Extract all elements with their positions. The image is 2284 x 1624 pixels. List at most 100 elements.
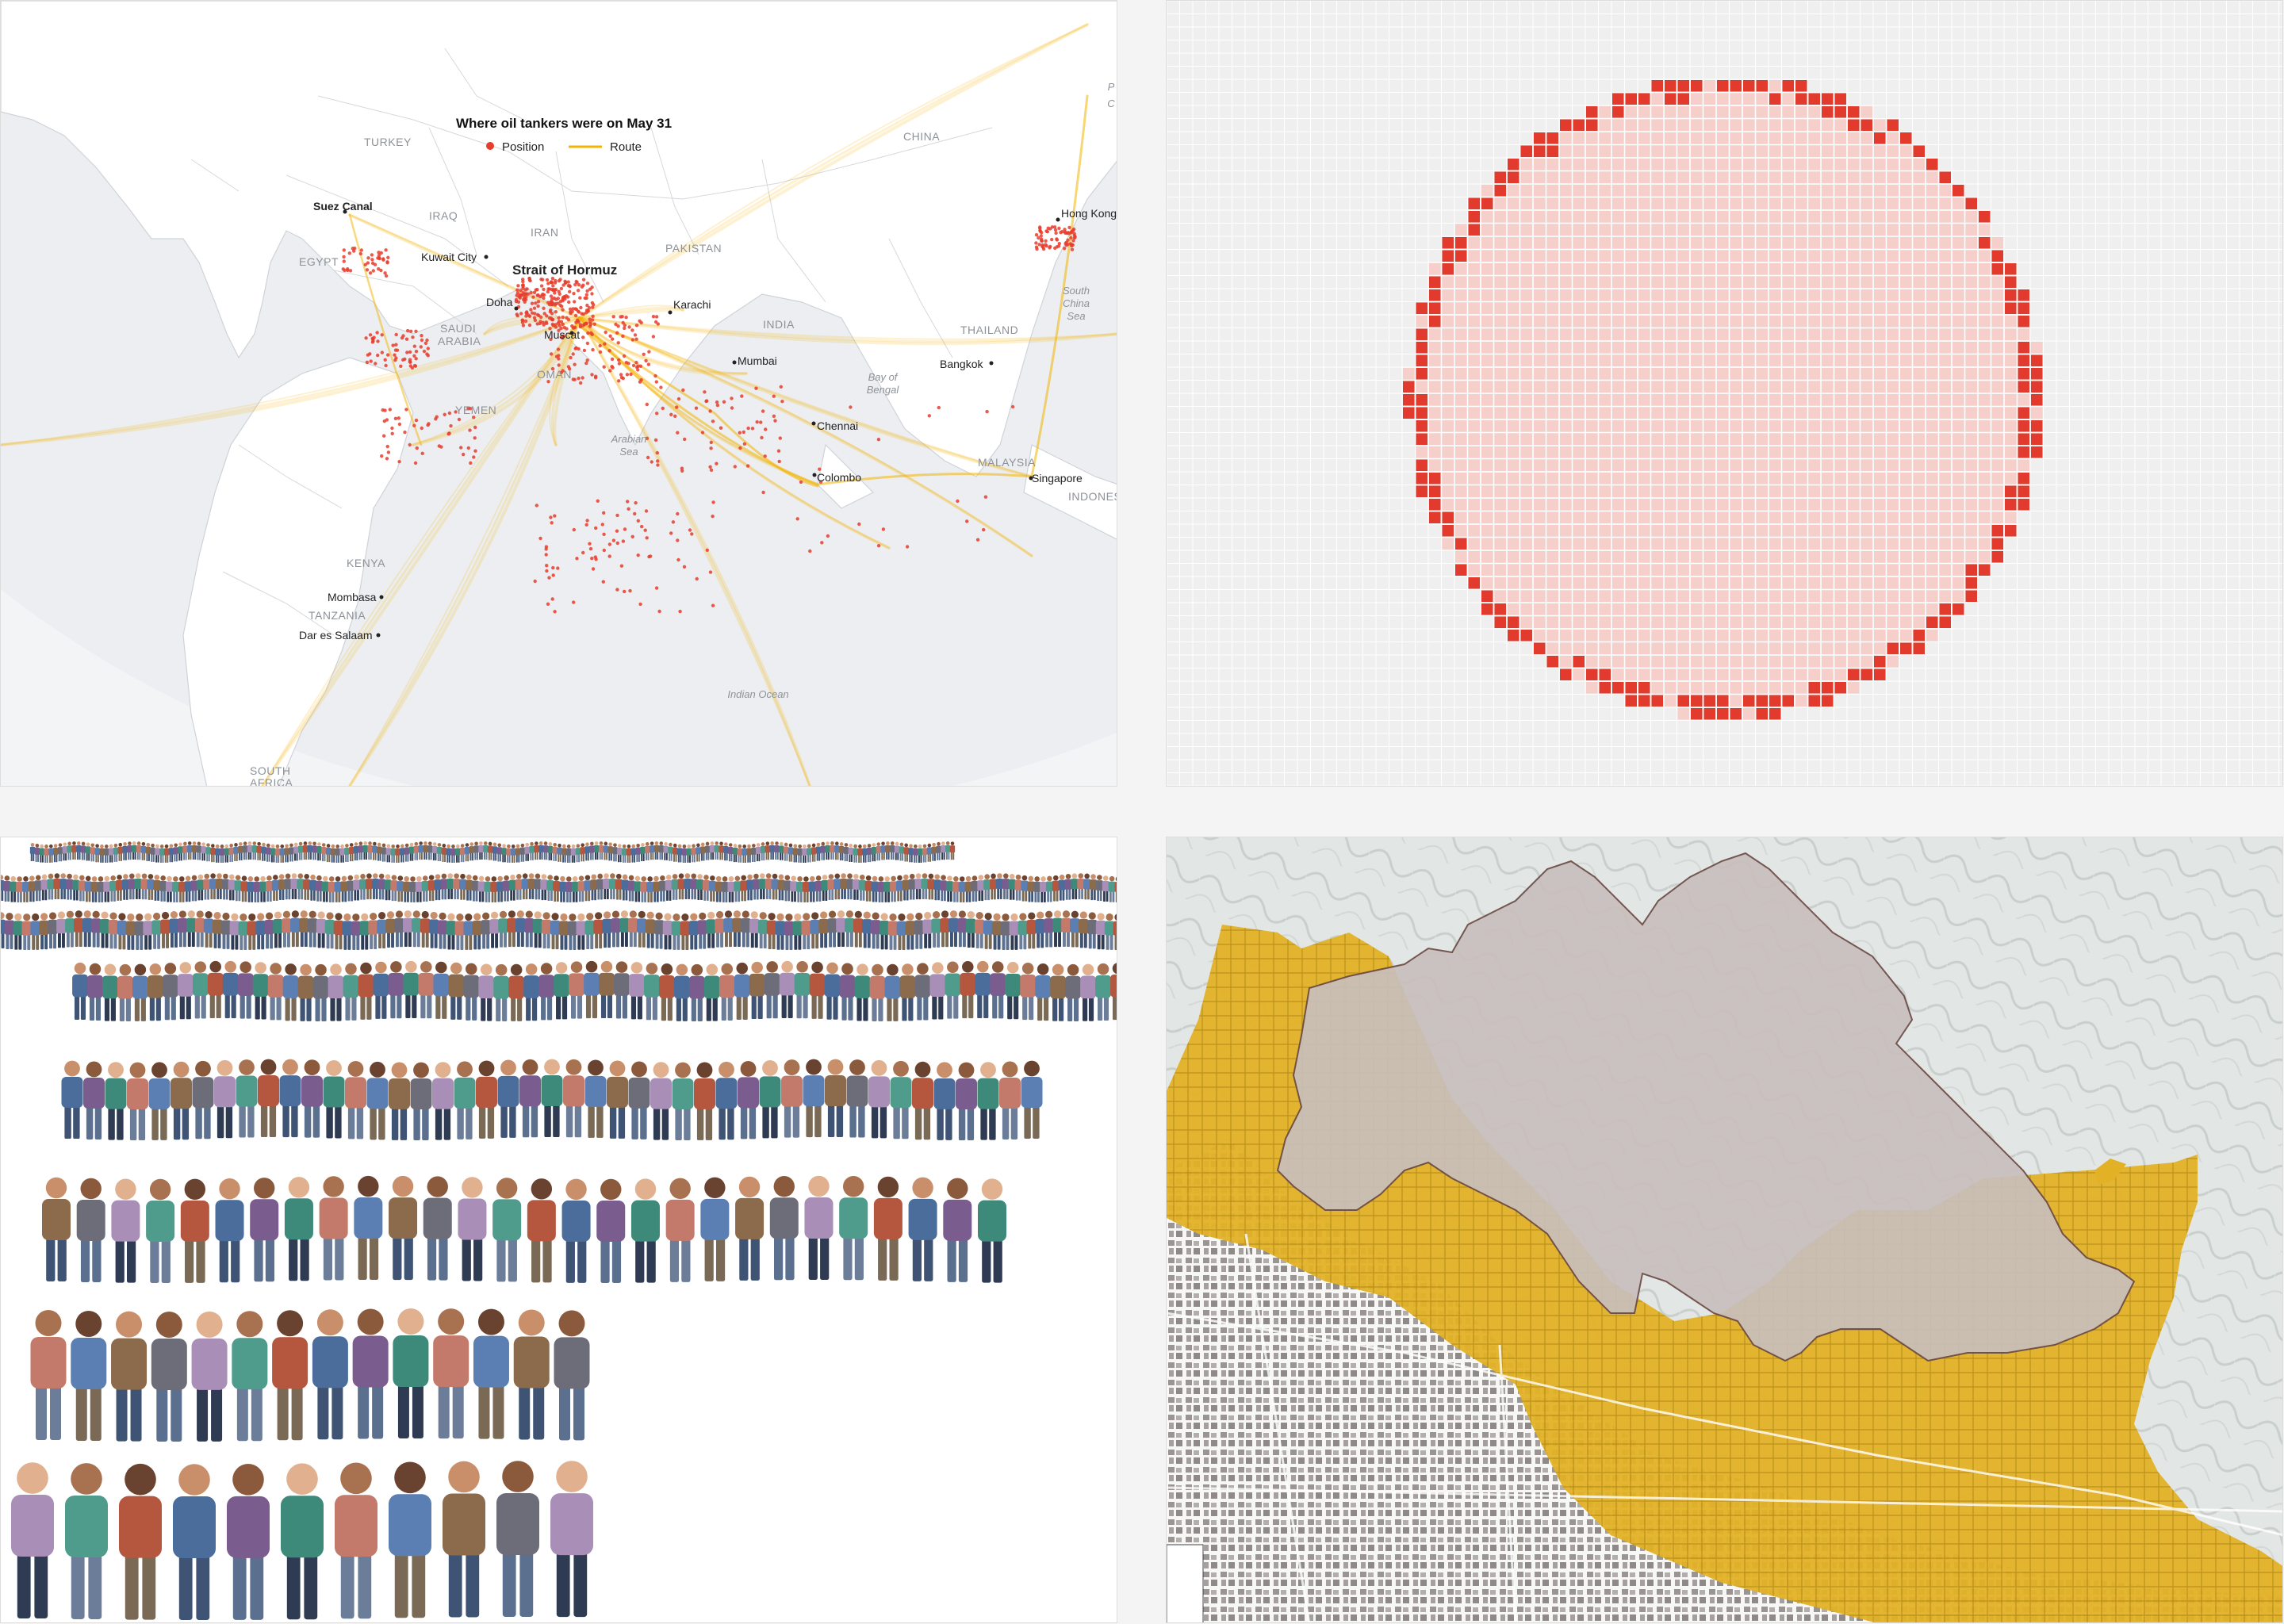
grid-cell — [1874, 276, 1886, 288]
grid-cell — [1494, 590, 1506, 602]
tanker-position-dot — [368, 271, 373, 275]
grid-cell — [1953, 368, 1964, 380]
grid-cell — [1808, 577, 1820, 589]
tanker-position-dot — [742, 430, 745, 435]
person-figure — [949, 841, 956, 860]
grid-cell — [1625, 211, 1637, 223]
grid-cell — [1534, 145, 1546, 157]
person-figure — [469, 842, 474, 861]
person-figure — [267, 963, 284, 1021]
tanker-position-dot — [422, 349, 427, 354]
grid-cell — [1534, 132, 1546, 144]
grid-cell — [1599, 525, 1611, 537]
grid-cell — [1979, 237, 1991, 249]
grid-cell — [1808, 302, 1820, 314]
tanker-position-dot — [621, 320, 625, 325]
tanker-position-dot — [598, 343, 602, 348]
city-dot — [376, 633, 381, 638]
tanker-position-dot — [750, 427, 755, 431]
grid-cell — [1691, 106, 1703, 118]
grid-cell — [1442, 485, 1454, 497]
person-figure — [1102, 875, 1109, 902]
grid-cell — [1677, 119, 1689, 131]
grid-cell — [1848, 132, 1860, 144]
tanker-position-dot — [1057, 242, 1062, 246]
person-figure — [82, 910, 93, 948]
grid-cell — [1651, 630, 1663, 642]
person-figure — [1044, 910, 1054, 948]
tanker-position-dot — [1037, 243, 1041, 247]
person-figure — [538, 963, 555, 1021]
person-figure — [250, 1178, 279, 1282]
grid-cell — [1534, 642, 1546, 654]
grid-cell — [1481, 342, 1493, 354]
person-figure — [538, 841, 544, 860]
grid-cell — [1691, 577, 1703, 589]
person-figure — [506, 844, 512, 863]
grid-cell — [1730, 342, 1742, 354]
grid-cell — [1808, 224, 1820, 236]
grid-cell — [1703, 197, 1715, 209]
city-label: Doha — [486, 296, 513, 308]
grid-cell — [1546, 381, 1558, 393]
grid-cell — [2018, 328, 2029, 340]
grid-cell — [1534, 263, 1546, 275]
grid-cell — [1665, 511, 1677, 523]
person-figure — [715, 1061, 738, 1140]
grid-cell — [1494, 564, 1506, 576]
grid-cell — [1834, 197, 1846, 209]
person-figure — [85, 842, 91, 861]
person-figure — [839, 1176, 868, 1281]
grid-cell — [1638, 263, 1650, 275]
grid-cell — [1520, 263, 1532, 275]
grid-cell — [1756, 394, 1768, 406]
route-line — [579, 304, 684, 319]
grid-cell — [1691, 668, 1703, 680]
person-figure — [834, 841, 840, 860]
tanker-position-dot — [588, 317, 592, 321]
person-figure — [594, 841, 600, 860]
grid-cell — [1795, 551, 1807, 563]
grid-cell — [1586, 159, 1598, 170]
grid-cell — [1743, 211, 1755, 223]
person-figure — [869, 963, 886, 1021]
grid-cell — [1795, 682, 1807, 694]
grid-cell — [1455, 328, 1467, 340]
grid-cell — [1795, 381, 1807, 393]
grid-cell — [1900, 171, 1912, 183]
grid-cell — [1455, 276, 1467, 288]
person-figure — [432, 1062, 454, 1140]
grid-cell — [1822, 185, 1834, 197]
tanker-position-dot — [644, 358, 648, 363]
tanker-position-dot — [473, 449, 477, 453]
grid-cell — [1965, 551, 1977, 563]
tanker-position-dot — [608, 369, 612, 373]
tanker-position-dot — [376, 339, 380, 343]
person-figure — [76, 841, 82, 860]
person-figure — [215, 844, 220, 863]
grid-cell — [1769, 159, 1781, 170]
tanker-position-dot — [530, 301, 535, 305]
tanker-map: Where oil tankers were on May 31 Positio… — [1, 1, 1117, 786]
grid-cell — [1795, 289, 1807, 301]
tanker-position-dot — [550, 277, 555, 281]
grid-cell — [1691, 656, 1703, 668]
person-figure — [464, 843, 470, 862]
grid-cell — [1834, 511, 1846, 523]
grid-cell — [1979, 394, 1991, 406]
tanker-position-dot — [557, 279, 561, 283]
person-figure — [824, 962, 841, 1020]
tanker-position-dot — [382, 434, 386, 438]
person-figure — [903, 843, 909, 862]
person-figure — [803, 1059, 825, 1138]
person-figure — [688, 913, 699, 950]
grid-cell — [1638, 459, 1650, 471]
grid-cell — [1703, 485, 1715, 497]
grid-cell — [1560, 145, 1572, 157]
tanker-position-dot — [516, 300, 521, 304]
grid-cell — [2005, 511, 2017, 523]
person-figure — [975, 960, 991, 1019]
person-figure — [749, 961, 765, 1020]
grid-cell — [1703, 354, 1715, 366]
grid-cell — [1782, 80, 1794, 92]
